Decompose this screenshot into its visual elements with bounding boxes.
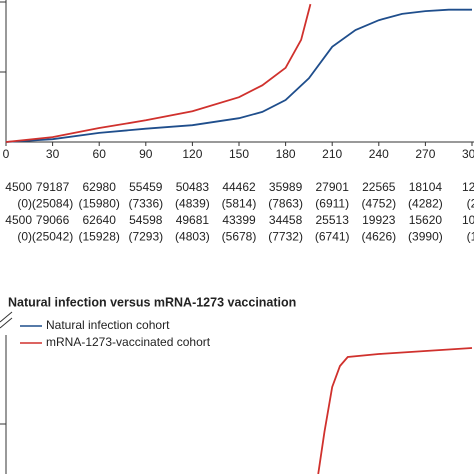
risk-cell: 35989 <box>269 180 303 194</box>
series-line <box>5 8 472 143</box>
risk-cell: (3990) <box>408 230 443 244</box>
risk-cell: 22565 <box>362 180 396 194</box>
risk-cell: 27901 <box>316 180 350 194</box>
risk-cell: (4282) <box>408 197 443 211</box>
risk-cell: 62980 <box>83 180 117 194</box>
risk-cell: (7863) <box>268 197 303 211</box>
risk-cell: (5814) <box>222 197 257 211</box>
risk-cell: 54598 <box>129 213 163 227</box>
risk-cell: (25084) <box>32 197 73 211</box>
risk-cell: (4803) <box>175 230 210 244</box>
risk-cell: (15980) <box>79 197 120 211</box>
legend-label: mRNA-1273-vaccinated cohort <box>46 335 211 349</box>
risk-cell: 49681 <box>176 213 210 227</box>
risk-cell: (2 <box>467 197 474 211</box>
risk-cell: 15620 <box>409 213 443 227</box>
risk-cell: (0) <box>17 230 32 244</box>
risk-cell: 55459 <box>129 180 163 194</box>
x-tick-label: 120 <box>182 147 202 161</box>
panel-title: Natural infection versus mRNA-1273 vacci… <box>8 295 296 309</box>
risk-cell: 50483 <box>176 180 210 194</box>
risk-cell: (6741) <box>315 230 350 244</box>
risk-cell: 101 <box>462 213 474 227</box>
series-line <box>317 347 473 474</box>
x-tick-label: 0 <box>3 147 10 161</box>
risk-cell: (1 <box>467 230 474 244</box>
risk-cell: (7336) <box>128 197 163 211</box>
risk-cell: (25042) <box>32 230 73 244</box>
risk-cell: 34458 <box>269 213 303 227</box>
risk-cell: (4626) <box>361 230 396 244</box>
axis-break <box>0 311 13 329</box>
risk-cell: (4752) <box>361 197 396 211</box>
risk-cell: 62640 <box>83 213 117 227</box>
series-line <box>5 3 312 143</box>
risk-cell: 120 <box>462 180 474 194</box>
risk-cell: 79187 <box>36 180 70 194</box>
risk-cell: 25513 <box>316 213 350 227</box>
risk-cell: 4500 <box>5 180 32 194</box>
risk-cell: (0) <box>17 197 32 211</box>
x-tick-label: 240 <box>369 147 389 161</box>
x-tick-label: 300 <box>462 147 474 161</box>
risk-cell: (4839) <box>175 197 210 211</box>
risk-cell: 79066 <box>36 213 70 227</box>
x-tick-label: 90 <box>139 147 153 161</box>
risk-cell: 19923 <box>362 213 396 227</box>
risk-cell: 4500 <box>5 213 32 227</box>
legend-label: Natural infection cohort <box>46 318 170 332</box>
risk-cell: (5678) <box>222 230 257 244</box>
x-tick-label: 180 <box>276 147 296 161</box>
risk-cell: 44462 <box>222 180 256 194</box>
risk-cell: 43399 <box>222 213 256 227</box>
risk-cell: (7732) <box>268 230 303 244</box>
x-tick-label: 30 <box>46 147 60 161</box>
risk-cell: (7293) <box>128 230 163 244</box>
x-tick-label: 210 <box>322 147 342 161</box>
risk-cell: 18104 <box>409 180 443 194</box>
risk-cell: (15928) <box>79 230 120 244</box>
x-tick-label: 150 <box>229 147 249 161</box>
x-tick-label: 60 <box>93 147 107 161</box>
x-tick-label: 270 <box>415 147 435 161</box>
risk-cell: (6911) <box>315 197 349 211</box>
